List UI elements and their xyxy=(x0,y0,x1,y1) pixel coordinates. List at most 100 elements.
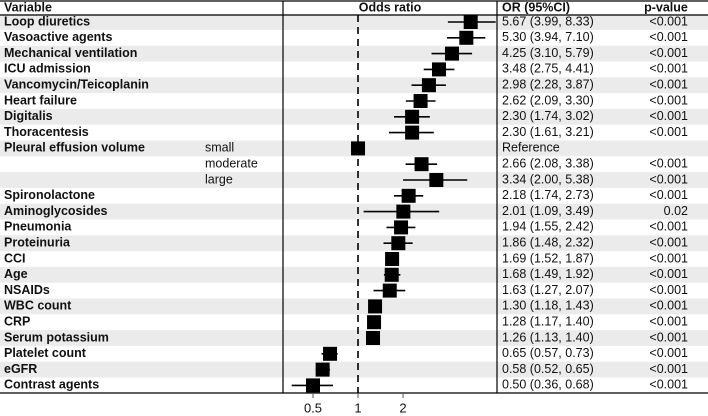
or-label: 4.25 (3.10, 5.79) xyxy=(502,46,594,60)
or-label: 2.98 (2.28, 3.87) xyxy=(502,77,594,91)
p-value: 0.02 xyxy=(664,204,688,218)
or-marker xyxy=(401,188,416,203)
column-header: OR (95%CI) xyxy=(502,0,570,14)
or-marker xyxy=(367,315,382,330)
variable-label: ICU admission xyxy=(4,62,91,76)
or-marker xyxy=(396,204,411,219)
variable-label: Heart failure xyxy=(4,93,77,107)
or-marker xyxy=(323,346,338,361)
p-value: <0.001 xyxy=(649,378,688,392)
variable-label: Loop diuretics xyxy=(4,14,90,28)
or-marker xyxy=(391,236,406,251)
variable-label: Vancomycin/Teicoplanin xyxy=(4,77,149,91)
p-value: <0.001 xyxy=(649,283,688,297)
row-band xyxy=(0,361,708,378)
x-tick-label: 1 xyxy=(354,400,361,415)
or-marker xyxy=(429,173,444,187)
x-tick-label: 0.5 xyxy=(304,400,322,415)
subgroup-label: small xyxy=(205,141,234,155)
p-value: <0.001 xyxy=(649,267,688,281)
variable-label: CCI xyxy=(4,251,26,265)
row-band xyxy=(0,14,708,30)
or-marker xyxy=(432,62,447,77)
or-marker xyxy=(405,125,420,140)
p-value: <0.001 xyxy=(649,62,688,76)
or-label: 3.34 (2.00, 5.38) xyxy=(502,172,594,186)
or-marker xyxy=(405,109,420,124)
or-marker xyxy=(385,252,400,266)
or-label: 5.67 (3.99, 8.33) xyxy=(502,14,594,28)
or-marker xyxy=(384,267,399,282)
p-value: <0.001 xyxy=(649,220,688,234)
or-label: 0.58 (0.52, 0.65) xyxy=(502,362,594,376)
or-marker xyxy=(463,15,478,29)
p-value: <0.001 xyxy=(649,188,688,202)
variable-label: Pleural effusion volume xyxy=(4,141,145,155)
subgroup-label: large xyxy=(205,172,233,186)
or-label: 2.01 (1.09, 3.49) xyxy=(502,204,594,218)
or-marker xyxy=(414,157,429,172)
row-band xyxy=(0,172,708,188)
p-value: <0.001 xyxy=(649,109,688,123)
or-label: 1.86 (1.48, 2.32) xyxy=(502,235,594,249)
p-value: <0.001 xyxy=(649,46,688,60)
column-header: Variable xyxy=(4,0,52,14)
p-value: <0.001 xyxy=(649,362,688,376)
or-label: 2.66 (2.08, 3.38) xyxy=(502,156,594,170)
or-marker xyxy=(444,46,459,61)
variable-label: Proteinuria xyxy=(4,235,71,249)
or-label: 5.30 (3.94, 7.10) xyxy=(502,30,594,44)
p-value: <0.001 xyxy=(649,14,688,28)
variable-label: Platelet count xyxy=(4,346,87,360)
variable-label: Digitalis xyxy=(4,109,53,123)
p-value: <0.001 xyxy=(649,156,688,170)
p-value: <0.001 xyxy=(649,299,688,313)
row-band xyxy=(0,108,708,125)
or-label: 1.30 (1.18, 1.43) xyxy=(502,299,594,313)
or-label: 2.62 (2.09, 3.30) xyxy=(502,93,594,107)
or-label: 2.30 (1.74, 3.02) xyxy=(502,109,594,123)
variable-label: eGFR xyxy=(4,362,37,376)
variable-label: NSAIDs xyxy=(4,283,50,297)
or-marker xyxy=(315,362,330,377)
row-band xyxy=(0,266,708,283)
variable-label: WBC count xyxy=(4,299,72,313)
variable-label: CRP xyxy=(4,314,30,328)
variable-label: Thoracentesis xyxy=(4,125,89,139)
or-label: 1.94 (1.55, 2.42) xyxy=(502,220,594,234)
or-label: 1.26 (1.13, 1.40) xyxy=(502,330,594,344)
x-tick-label: 2 xyxy=(399,400,406,415)
or-marker xyxy=(368,299,383,314)
variable-label: Vasoactive agents xyxy=(4,30,112,44)
p-value: <0.001 xyxy=(649,314,688,328)
row-band xyxy=(0,298,708,315)
or-label: 2.30 (1.61, 3.21) xyxy=(502,125,594,139)
or-marker xyxy=(413,94,428,108)
row-band xyxy=(0,45,708,62)
row-band xyxy=(0,77,708,94)
variable-label: Serum potassium xyxy=(4,330,109,344)
or-label: 1.69 (1.52, 1.87) xyxy=(502,251,594,265)
p-value: <0.001 xyxy=(649,330,688,344)
subgroup-label: moderate xyxy=(205,156,258,170)
p-value: <0.001 xyxy=(649,93,688,107)
column-header: Odds ratio xyxy=(359,0,422,14)
or-marker xyxy=(366,331,381,345)
column-header: p-value xyxy=(644,0,688,14)
p-value: <0.001 xyxy=(649,77,688,91)
or-marker xyxy=(351,141,366,156)
variable-label: Mechanical ventilation xyxy=(4,46,137,60)
or-label: 1.63 (1.27, 2.07) xyxy=(502,283,594,297)
or-marker xyxy=(459,30,474,45)
or-label: 1.68 (1.49, 1.92) xyxy=(502,267,594,281)
variable-label: Contrast agents xyxy=(4,378,99,392)
row-band xyxy=(0,330,708,346)
or-marker xyxy=(421,78,436,93)
p-value: <0.001 xyxy=(649,172,688,186)
p-value: <0.001 xyxy=(649,125,688,139)
or-label: 0.50 (0.36, 0.68) xyxy=(502,378,594,392)
or-label: 3.48 (2.75, 4.41) xyxy=(502,62,594,76)
or-label: 0.65 (0.57, 0.73) xyxy=(502,346,594,360)
or-label: 1.28 (1.17, 1.40) xyxy=(502,314,594,328)
